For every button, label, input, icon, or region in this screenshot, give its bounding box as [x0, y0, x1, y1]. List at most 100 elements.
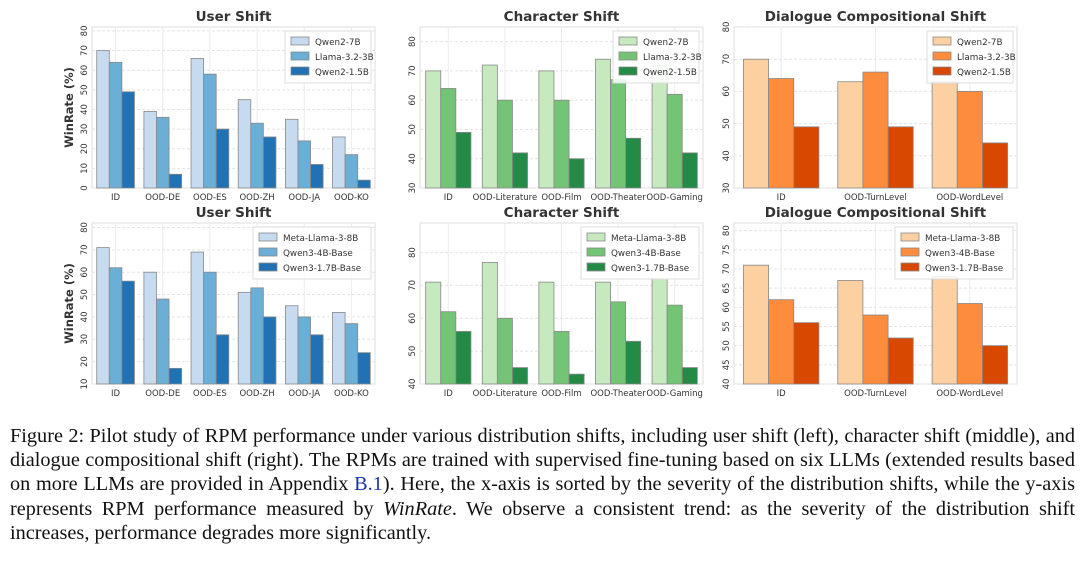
y-tick-label: 30 [408, 183, 418, 194]
x-tick-label: OOD-Gaming [646, 193, 703, 203]
y-tick-label: 30 [80, 124, 90, 135]
y-tick-label: 40 [408, 379, 418, 390]
y-tick-label: 75 [722, 244, 732, 255]
bar [168, 367, 183, 385]
legend-swatch [258, 247, 278, 257]
bar [837, 81, 864, 189]
y-tick-label: 40 [722, 379, 732, 390]
x-tick-label: OOD-Literature [473, 193, 538, 203]
y-tick-label: 60 [80, 267, 90, 278]
bar [956, 91, 983, 189]
caption-label: Figure 2: [10, 425, 85, 447]
chart-dialogue-shift-bottom: Dialogue Compositional Shift 40 45 50 55 60 65… [722, 205, 1018, 399]
bar [538, 70, 555, 189]
x-tick-label: OOD-TurnLevel [844, 193, 907, 203]
chart-title: Dialogue Compositional Shift [765, 205, 987, 221]
y-tick-label: 10 [80, 379, 90, 390]
bar [143, 111, 157, 189]
legend-swatch [586, 262, 606, 272]
bar [284, 305, 299, 385]
y-tick-label: 10 [80, 163, 90, 174]
bar [982, 142, 1008, 189]
legend-label: Qwen3-4B-Base [611, 249, 681, 259]
legend-swatch [618, 51, 638, 61]
y-tick-label: 60 [408, 313, 418, 324]
y-tick-label: 80 [408, 36, 418, 47]
legend-label: Qwen2-1.5B [957, 68, 1011, 78]
legend-label: Qwen2-1.5B [643, 68, 697, 78]
bar [297, 140, 311, 189]
bar [862, 314, 889, 385]
bar [862, 71, 889, 189]
bar [666, 304, 683, 385]
bar [651, 278, 668, 385]
legend-swatch [900, 262, 920, 272]
bar [108, 267, 123, 385]
chart-user-shift-top: User Shift WinRate (%) 0 10 20 30 40 50 60 70 80 ID… [62, 9, 376, 203]
x-tick-label: OOD-KO [334, 389, 369, 399]
x-tick-label: OOD-JA [288, 389, 320, 399]
caption-text: . We observe a consistent trend: as the … [10, 497, 1075, 544]
appendix-link[interactable]: B.1 [354, 473, 383, 496]
legend-label: Qwen2-7B [315, 38, 361, 48]
bar [496, 99, 513, 189]
bar [931, 276, 958, 385]
x-tick-label: OOD-Film [541, 193, 581, 203]
bar [168, 173, 183, 189]
legend-swatch [900, 247, 920, 257]
x-tick-label: OOD-Theater [590, 389, 646, 399]
bar [425, 70, 442, 189]
bar [956, 303, 983, 385]
legend-label: Meta-Llama-3-8B [611, 234, 686, 244]
bar [512, 152, 528, 189]
legend-swatch [290, 36, 310, 46]
bar [440, 311, 457, 385]
bar [332, 136, 346, 189]
y-tick-label: 60 [722, 302, 732, 313]
legend-label: Meta-Llama-3-8B [283, 234, 358, 244]
y-tick-label: 70 [722, 54, 732, 65]
bar [190, 58, 205, 189]
bar [215, 128, 230, 189]
bar [250, 287, 264, 385]
bar [837, 280, 864, 385]
legend-label: Qwen3-1.7B-Base [611, 264, 689, 274]
y-tick-label: 70 [80, 45, 90, 56]
legend-swatch [586, 247, 606, 257]
y-tick-label: 70 [722, 264, 732, 275]
bar [357, 352, 371, 385]
bar [108, 61, 123, 189]
legend-label: Meta-Llama-3-8B [925, 234, 1000, 244]
y-tick-label: 80 [722, 22, 732, 33]
x-tick-label: OOD-ZH [239, 389, 274, 399]
bar [982, 345, 1008, 385]
legend-swatch [258, 232, 278, 242]
bar [625, 340, 642, 385]
bar [887, 126, 914, 189]
x-tick-label: ID [444, 389, 454, 399]
legend-swatch [290, 66, 310, 76]
caption-text: Pilot study of RPM performance under var… [10, 425, 1075, 496]
x-tick-label: OOD-WordLevel [936, 193, 1003, 203]
legend-swatch [586, 232, 606, 242]
bar [203, 271, 217, 385]
bar [887, 337, 914, 385]
x-tick-label: ID [777, 389, 787, 399]
bar [262, 136, 277, 189]
y-tick-label: 50 [408, 346, 418, 357]
bar [310, 334, 324, 385]
x-tick-label: OOD-TurnLevel [844, 389, 907, 399]
bar [237, 291, 252, 385]
bar [793, 126, 820, 189]
bar [332, 312, 346, 385]
x-tick-label: OOD-JA [288, 193, 320, 203]
bar [625, 137, 642, 189]
bar [344, 323, 359, 385]
legend-label: Llama-3.2-3B [315, 53, 374, 63]
legend-label: Qwen2-7B [957, 38, 1003, 48]
legend-swatch [290, 51, 310, 61]
bar [156, 298, 170, 385]
bar [143, 271, 157, 385]
legend-swatch [618, 66, 638, 76]
bar [568, 158, 585, 189]
